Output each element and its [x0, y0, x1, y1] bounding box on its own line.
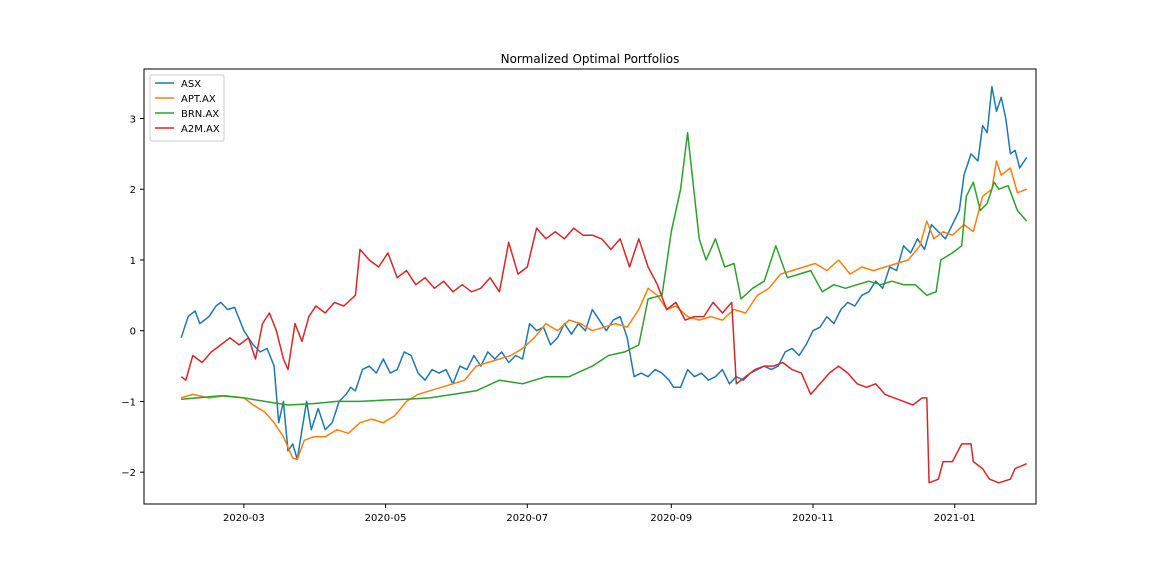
legend-box: [149, 74, 225, 142]
y-tick-label: −2: [121, 468, 136, 479]
chart-title: Normalized Optimal Portfolios: [501, 52, 680, 66]
y-tick-label: −1: [121, 397, 136, 408]
legend-label: ASX: [181, 79, 201, 90]
legend-label: A2M.AX: [181, 124, 220, 135]
x-tick-label: 2020-03: [223, 513, 265, 524]
series-line-a2m-ax: [180, 227, 1027, 484]
legend: ASX APT.AX BRN.AX A2M.AX: [149, 74, 225, 142]
x-tick-label: 2020-11: [792, 513, 834, 524]
y-tick-label: 2: [130, 185, 136, 196]
y-tick-label: 0: [130, 327, 136, 338]
x-tick-label: 2021-01: [934, 513, 976, 524]
x-tick-label: 2020-07: [506, 513, 548, 524]
y-tick-label: 1: [130, 256, 136, 267]
legend-label: BRN.AX: [181, 109, 219, 120]
series-line-asx: [180, 85, 1028, 461]
series-line-apt-ax: [180, 160, 1027, 461]
x-tick-label: 2020-05: [365, 513, 407, 524]
y-axis: −2 −1 0 1 2 3: [121, 115, 144, 479]
x-axis: 2020-03 2020-05 2020-07 2020-09 2020-11 2021-…: [223, 504, 976, 524]
x-tick-label: 2020-09: [650, 513, 692, 524]
y-tick-label: 3: [130, 115, 136, 126]
legend-label: APT.AX: [181, 94, 216, 105]
plot-area: [180, 85, 1028, 484]
axes-frame: [143, 68, 1037, 505]
series-line-brn-ax: [181, 131, 1028, 406]
